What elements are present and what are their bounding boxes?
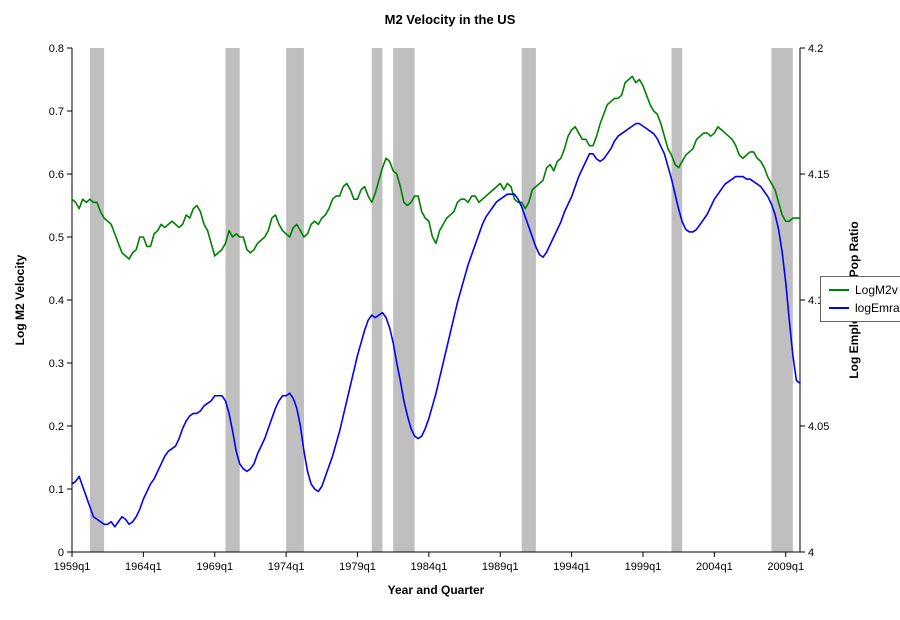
y-left-tick-label: 0	[58, 547, 64, 559]
x-tick-label: 1979q1	[339, 561, 376, 573]
y-right-tick-label: 4.15	[808, 169, 829, 181]
legend-swatch	[829, 289, 849, 291]
y-left-tick-label: 0.2	[49, 421, 64, 433]
legend-item: LogM2v	[829, 281, 900, 299]
x-tick-label: 1994q1	[553, 561, 590, 573]
x-tick-label: 2004q1	[696, 561, 733, 573]
y-right-tick-label: 4	[808, 547, 814, 559]
legend-item: logEmratio	[829, 299, 900, 317]
legend-swatch	[829, 307, 849, 309]
x-axis-label: Year and Quarter	[388, 583, 485, 597]
x-tick-label: 1989q1	[482, 561, 519, 573]
y-left-tick-label: 0.8	[49, 43, 64, 55]
legend-label: LogM2v	[855, 281, 898, 299]
recession-band	[286, 48, 304, 552]
recession-band	[90, 48, 104, 552]
y-left-tick-label: 0.1	[49, 484, 64, 496]
x-tick-label: 2009q1	[767, 561, 804, 573]
y-left-axis-label: Log M2 Velocity	[13, 254, 27, 345]
recession-band	[372, 48, 383, 552]
recession-band	[522, 48, 536, 552]
y-left-tick-label: 0.3	[49, 358, 64, 370]
recession-band	[393, 48, 414, 552]
chart-svg: M2 Velocity in the US 0 0.1 0.2 0.3 0.4 0.5 0.6…	[0, 0, 900, 620]
recession-band	[672, 48, 683, 552]
x-tick-label: 1969q1	[196, 561, 233, 573]
chart-container: { "chart": { "type": "dual-axis-line", "…	[0, 0, 900, 620]
y-left-tick-label: 0.6	[49, 169, 64, 181]
y-right-tick-label: 4.2	[808, 43, 823, 55]
recession-band	[771, 48, 792, 552]
recession-band	[225, 48, 239, 552]
x-tick-label: 1984q1	[411, 561, 448, 573]
legend-label: logEmratio	[855, 299, 900, 317]
y-left-tick-label: 0.4	[49, 295, 64, 307]
x-tick-label: 1974q1	[268, 561, 305, 573]
y-left-tick-label: 0.7	[49, 106, 64, 118]
y-right-tick-label: 4.05	[808, 421, 829, 433]
legend: LogM2vlogEmratio	[820, 276, 900, 322]
x-tick-label: 1964q1	[125, 561, 162, 573]
y-left-tick-label: 0.5	[49, 232, 64, 244]
x-tick-label: 1959q1	[54, 561, 91, 573]
chart-title: M2 Velocity in the US	[385, 12, 516, 27]
x-tick-label: 1999q1	[625, 561, 662, 573]
